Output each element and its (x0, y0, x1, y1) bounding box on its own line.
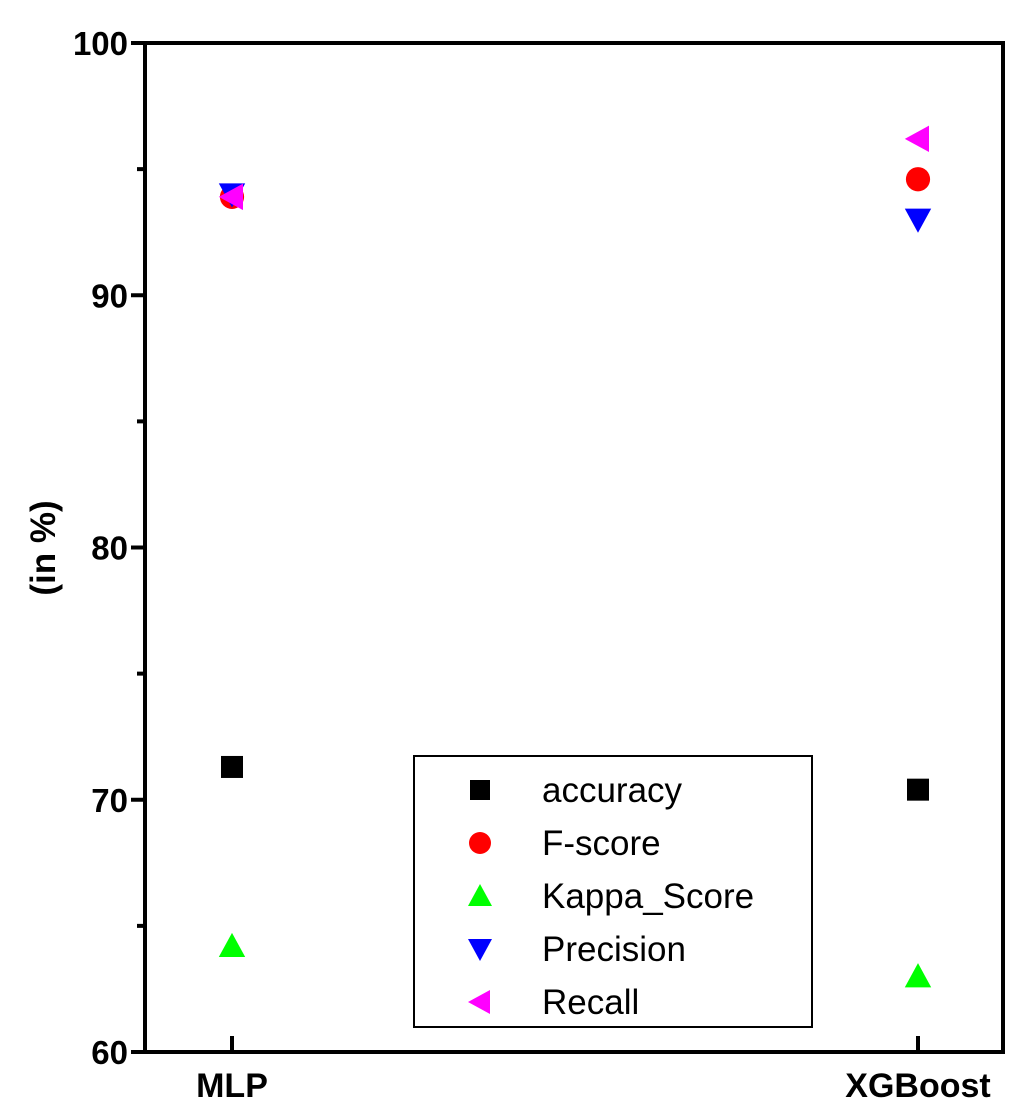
legend-label: accuracy (542, 771, 683, 810)
data-points (218, 125, 932, 988)
y-tick-label: 70 (91, 782, 128, 819)
data-point-recall (218, 183, 243, 211)
y-tick-label: 80 (91, 530, 128, 567)
y-tick-label: 100 (73, 25, 128, 62)
legend-label: Precision (542, 930, 686, 969)
x-category-label: XGBoost (845, 1067, 990, 1105)
legend-label: Recall (542, 983, 639, 1022)
legend-marker-f-score (469, 832, 491, 854)
legend-marker-accuracy (470, 780, 490, 800)
data-point-accuracy (907, 778, 929, 801)
legend-marker-kappa-score (468, 884, 492, 906)
y-axis-title: (in %) (24, 500, 63, 595)
data-point-precision (904, 208, 932, 233)
y-tick-label: 90 (91, 277, 128, 314)
data-point-kappa-score (218, 932, 246, 958)
data-point-recall (904, 125, 929, 153)
data-point-f-score (905, 167, 931, 192)
legend-label: Kappa_Score (542, 877, 754, 916)
y-axis-ticks: 60 70 80 90 100 (73, 25, 145, 1071)
legend: accuracy F-score Kappa_Score Precision Recal… (413, 755, 813, 1028)
legend-marker-precision (468, 939, 492, 961)
x-axis-categories: MLP XGBoost (196, 1036, 991, 1105)
data-point-kappa-score (904, 963, 932, 988)
x-category-label: MLP (196, 1067, 268, 1105)
legend-label: F-score (542, 824, 661, 863)
legend-marker-recall (468, 990, 490, 1014)
y-tick-label: 60 (91, 1034, 128, 1071)
data-point-accuracy (221, 755, 243, 778)
